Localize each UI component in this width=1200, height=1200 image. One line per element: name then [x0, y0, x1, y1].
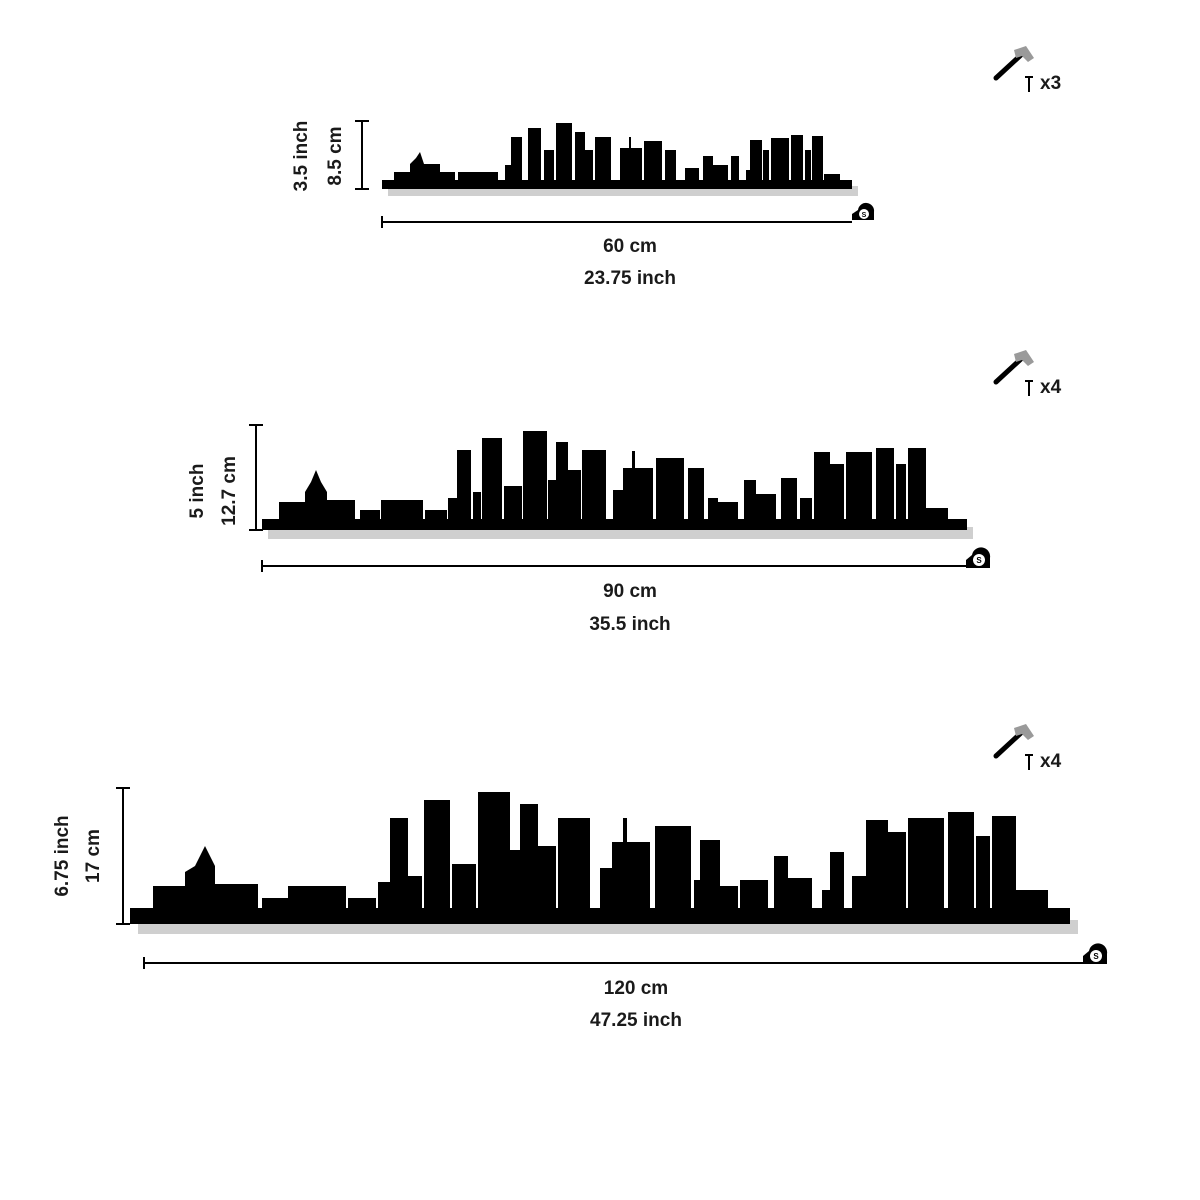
- hammer-icon: [990, 346, 1060, 406]
- quantity-label: x4: [1040, 377, 1062, 398]
- skyline-90cm: S: [249, 424, 991, 572]
- quantity-label: x3: [1040, 73, 1062, 94]
- width-cm-label: 90 cm: [603, 581, 657, 602]
- hammer-icon: [990, 720, 1060, 780]
- variant-120cm: S 6.75 inch 17 cm 120 cm 47.25 inch x4: [0, 700, 1200, 1100]
- height-cm-label: 17 cm: [83, 829, 104, 883]
- width-cm-label: 60 cm: [603, 236, 657, 257]
- skyline-silhouette: [262, 431, 967, 530]
- height-inch-label: 5 inch: [187, 463, 208, 519]
- width-dimension-line: [261, 560, 968, 572]
- variant-90cm: S 5 inch 12.7 cm 90 cm 35.5 inch x4: [0, 330, 1200, 660]
- height-dimension-line: [249, 424, 263, 531]
- tape-measure-icon: S: [1083, 943, 1108, 964]
- variant-60cm: S 3.5 inch 8.5 cm 60 cm 23.75 inch x3: [0, 0, 1200, 330]
- skyline-shadow: [388, 186, 858, 196]
- skyline-silhouette: [130, 792, 1070, 924]
- height-dimension-line: [116, 787, 130, 925]
- height-inch-label: 6.75 inch: [52, 815, 73, 897]
- svg-text:S: S: [1093, 952, 1099, 961]
- nail-icon: [1022, 378, 1036, 404]
- svg-text:S: S: [976, 556, 982, 565]
- tape-measure-icon: S: [966, 547, 991, 568]
- height-cm-label: 12.7 cm: [219, 456, 240, 526]
- nail-icon: [1022, 752, 1036, 778]
- width-dimension-line: [143, 957, 1084, 969]
- nail-icon: [1022, 74, 1036, 100]
- skyline-60cm: S: [355, 120, 875, 228]
- skyline-120cm: S: [116, 787, 1108, 969]
- width-dimension-line: [381, 216, 852, 228]
- width-inch-label: 35.5 inch: [589, 614, 671, 635]
- quantity-label: x4: [1040, 751, 1062, 772]
- height-dimension-line: [355, 120, 369, 190]
- width-inch-label: 23.75 inch: [584, 268, 676, 289]
- skyline-silhouette: [382, 123, 852, 189]
- hammer-icon: [990, 42, 1060, 102]
- width-cm-label: 120 cm: [603, 978, 669, 999]
- height-inch-label: 3.5 inch: [291, 120, 312, 192]
- svg-text:S: S: [862, 212, 867, 219]
- tape-measure-icon: S: [852, 202, 875, 220]
- width-inch-label: 47.25 inch: [590, 1010, 682, 1031]
- height-cm-label: 8.5 cm: [325, 126, 346, 186]
